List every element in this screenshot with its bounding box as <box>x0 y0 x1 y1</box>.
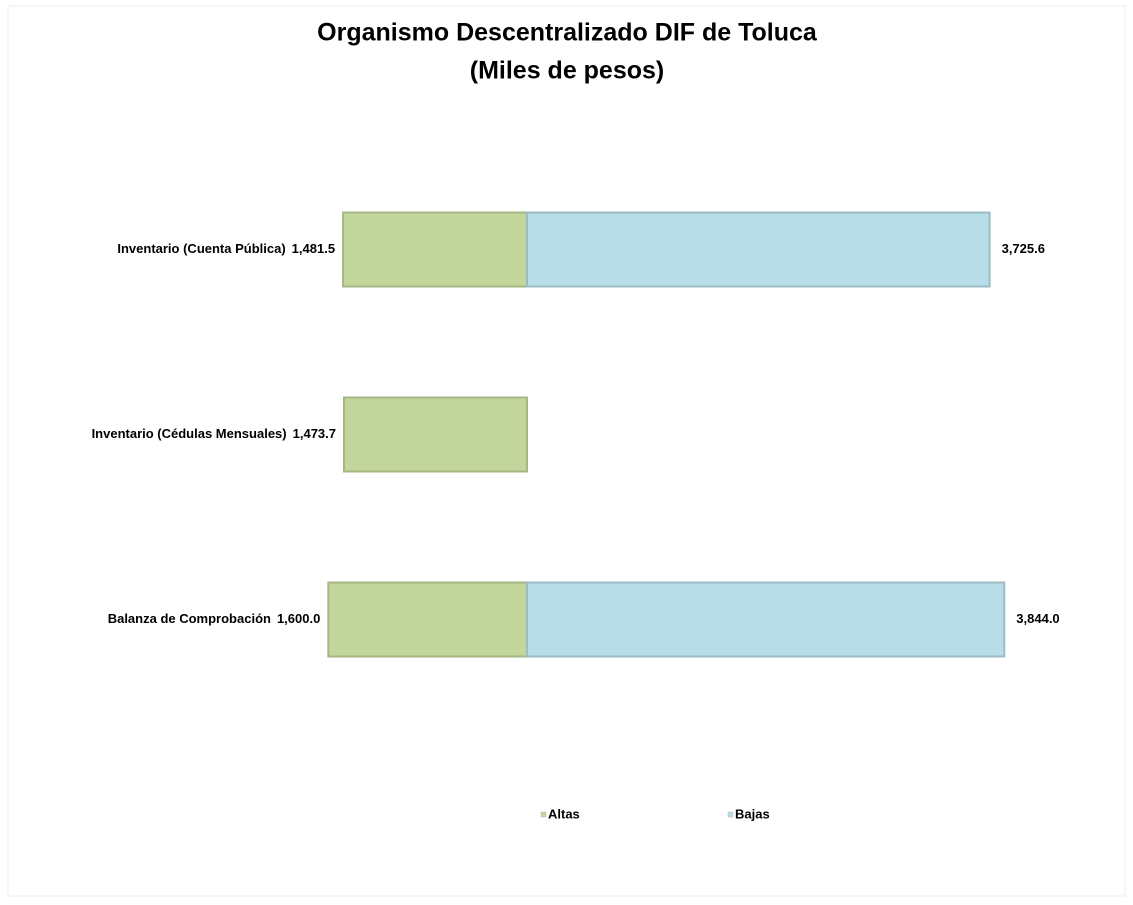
bar <box>526 581 1006 658</box>
legend-label: Bajas <box>735 806 770 821</box>
legend-label: Altas <box>548 806 580 821</box>
bar <box>327 581 529 658</box>
chart-title: Organismo Descentralizado DIF de Toluca <box>317 19 818 47</box>
y-tick-label: Inventario (Cédulas Mensuales) <box>92 426 287 441</box>
chart-frame <box>7 5 1126 897</box>
legend-swatch <box>540 811 547 818</box>
value-label: 1,473.7 <box>293 426 336 441</box>
chart-subtitle: (Miles de pesos) <box>470 57 665 85</box>
legend-swatch <box>727 811 734 818</box>
value-label: 3,725.6 <box>1002 241 1045 256</box>
value-label: 1,481.5 <box>292 241 335 256</box>
bar <box>343 396 529 473</box>
bar <box>526 211 991 288</box>
bar <box>342 211 528 288</box>
value-label: 1,600.0 <box>277 611 320 626</box>
y-tick-label: Balanza de Comprobación <box>108 611 271 626</box>
y-tick-label: Inventario (Cuenta Pública) <box>117 241 285 256</box>
value-label: 3,844.0 <box>1016 611 1059 626</box>
